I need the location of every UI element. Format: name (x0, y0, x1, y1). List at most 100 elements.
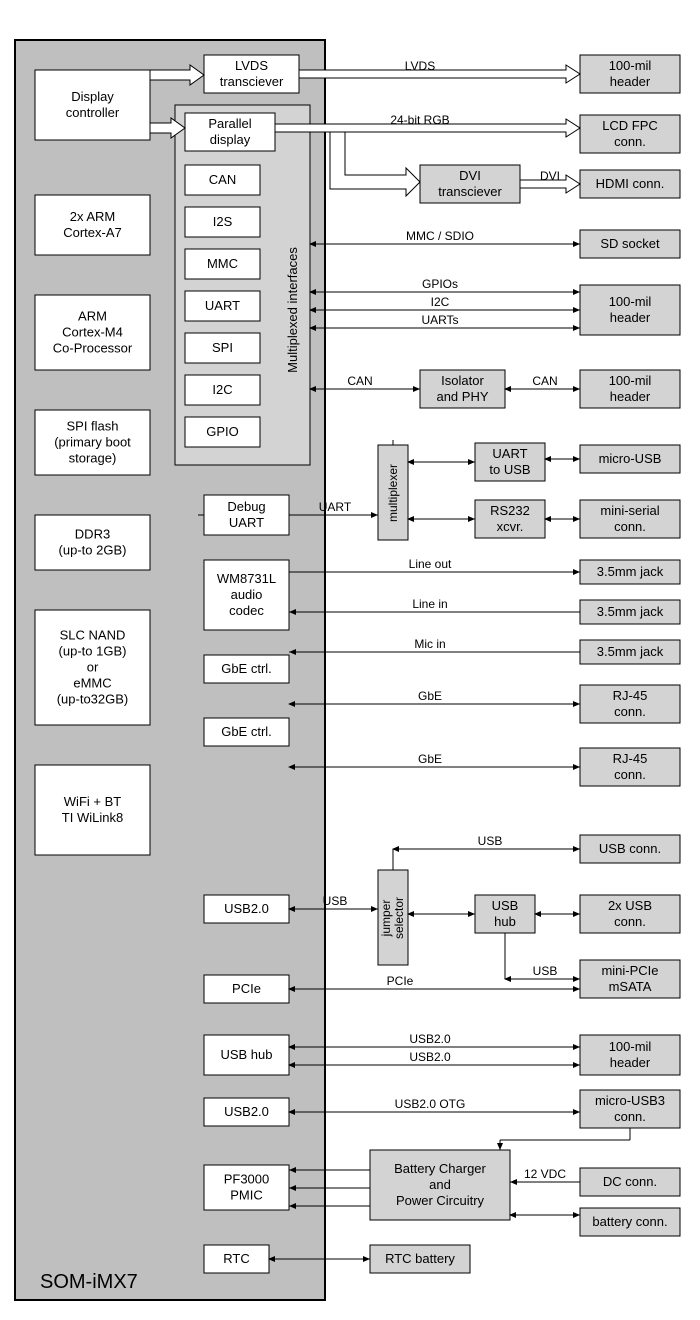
svg-text:Mic in: Mic in (414, 637, 445, 651)
svg-text:conn.: conn. (614, 1109, 646, 1124)
svg-text:UART: UART (492, 446, 527, 461)
svg-text:CAN: CAN (532, 374, 557, 388)
svg-text:or: or (87, 660, 99, 675)
svg-text:I2C: I2C (212, 382, 232, 397)
svg-text:PCIe: PCIe (387, 974, 414, 988)
svg-text:storage): storage) (69, 451, 117, 466)
svg-text:hub: hub (494, 914, 516, 929)
svg-text:conn.: conn. (614, 704, 646, 719)
svg-text:UART: UART (319, 500, 352, 514)
svg-text:Isolator: Isolator (441, 373, 484, 388)
svg-text:CAN: CAN (209, 172, 236, 187)
svg-text:conn.: conn. (614, 134, 646, 149)
svg-text:PMIC: PMIC (230, 1188, 263, 1203)
svg-text:GbE: GbE (418, 752, 442, 766)
svg-text:HDMI conn.: HDMI conn. (596, 176, 665, 191)
svg-text:3.5mm jack: 3.5mm jack (597, 604, 664, 619)
svg-text:SPI flash: SPI flash (66, 419, 118, 434)
svg-text:DDR3: DDR3 (75, 527, 110, 542)
svg-text:ARM: ARM (78, 309, 107, 324)
svg-text:USB2.0 OTG: USB2.0 OTG (395, 1097, 466, 1111)
mux-label: Multiplexed interfaces (285, 247, 300, 373)
svg-text:selector: selector (392, 897, 406, 939)
svg-text:Debug: Debug (227, 499, 265, 514)
svg-text:micro-USB: micro-USB (599, 451, 662, 466)
svg-text:GbE ctrl.: GbE ctrl. (221, 724, 272, 739)
svg-text:transciever: transciever (438, 184, 502, 199)
svg-text:USB2.0: USB2.0 (224, 1104, 269, 1119)
svg-text:DC conn.: DC conn. (603, 1174, 657, 1189)
svg-text:Line out: Line out (409, 557, 452, 571)
svg-text:and PHY: and PHY (436, 389, 488, 404)
svg-text:RTC battery: RTC battery (385, 1251, 455, 1266)
svg-text:conn.: conn. (614, 914, 646, 929)
svg-text:DVI: DVI (459, 168, 481, 183)
svg-text:GbE ctrl.: GbE ctrl. (221, 661, 272, 676)
svg-text:Cortex-M4: Cortex-M4 (62, 325, 123, 340)
svg-text:UART: UART (205, 298, 240, 313)
svg-text:2x ARM: 2x ARM (70, 209, 116, 224)
svg-text:GPIO: GPIO (206, 424, 239, 439)
svg-text:(up-to 1GB): (up-to 1GB) (59, 644, 127, 659)
svg-text:MMC / SDIO: MMC / SDIO (406, 229, 474, 243)
svg-text:USB2.0: USB2.0 (409, 1050, 451, 1064)
svg-text:header: header (610, 1055, 651, 1070)
svg-text:USB: USB (323, 894, 348, 908)
multiplexer-label: multiplexer (386, 464, 400, 522)
svg-text:2x USB: 2x USB (608, 898, 652, 913)
svg-text:(up-to 2GB): (up-to 2GB) (59, 543, 127, 558)
svg-text:jumper: jumper (379, 900, 393, 938)
svg-text:3.5mm jack: 3.5mm jack (597, 564, 664, 579)
svg-text:GbE: GbE (418, 689, 442, 703)
svg-text:TI WiLink8: TI WiLink8 (62, 810, 123, 825)
svg-text:100-mil: 100-mil (609, 373, 652, 388)
svg-text:USB: USB (533, 964, 558, 978)
svg-text:and: and (429, 1177, 451, 1192)
svg-text:I2C: I2C (431, 295, 450, 309)
svg-text:xcvr.: xcvr. (497, 519, 524, 534)
svg-text:to USB: to USB (489, 462, 530, 477)
svg-text:RJ-45: RJ-45 (613, 688, 648, 703)
svg-text:SLC NAND: SLC NAND (60, 628, 126, 643)
svg-text:Cortex-A7: Cortex-A7 (63, 225, 122, 240)
svg-text:GPIOs: GPIOs (422, 277, 458, 291)
svg-text:UARTs: UARTs (421, 313, 458, 327)
svg-text:LCD FPC: LCD FPC (602, 118, 658, 133)
svg-text:conn.: conn. (614, 519, 646, 534)
svg-text:USB: USB (492, 898, 519, 913)
svg-text:LVDS: LVDS (235, 58, 268, 73)
svg-text:header: header (610, 74, 651, 89)
svg-text:12 VDC: 12 VDC (524, 1167, 566, 1181)
som-title: SOM-iMX7 (40, 1271, 138, 1293)
svg-text:Parallel: Parallel (208, 116, 251, 131)
svg-text:audio: audio (231, 587, 263, 602)
svg-text:USB hub: USB hub (220, 1047, 272, 1062)
svg-text:24-bit RGB: 24-bit RGB (390, 113, 449, 127)
svg-text:codec: codec (229, 603, 264, 618)
svg-text:RS232: RS232 (490, 503, 530, 518)
svg-text:Power Circuitry: Power Circuitry (396, 1193, 485, 1208)
svg-text:3.5mm jack: 3.5mm jack (597, 644, 664, 659)
svg-text:mini-serial: mini-serial (600, 503, 659, 518)
svg-text:header: header (610, 310, 651, 325)
svg-text:mini-PCIe: mini-PCIe (601, 963, 658, 978)
svg-text:PF3000: PF3000 (224, 1172, 270, 1187)
svg-text:UART: UART (229, 515, 264, 530)
svg-text:mSATA: mSATA (609, 979, 652, 994)
svg-text:100-mil: 100-mil (609, 58, 652, 73)
svg-text:PCIe: PCIe (232, 981, 261, 996)
svg-text:conn.: conn. (614, 767, 646, 782)
svg-text:I2S: I2S (213, 214, 233, 229)
svg-text:100-mil: 100-mil (609, 294, 652, 309)
svg-text:eMMC: eMMC (73, 676, 111, 691)
svg-text:SD socket: SD socket (600, 236, 660, 251)
svg-text:battery conn.: battery conn. (592, 1214, 667, 1229)
svg-text:header: header (610, 389, 651, 404)
svg-text:CAN: CAN (347, 374, 372, 388)
svg-text:transciever: transciever (220, 74, 284, 89)
svg-text:(primary boot: (primary boot (54, 435, 131, 450)
svg-text:Line in: Line in (412, 597, 447, 611)
svg-text:SPI: SPI (212, 340, 233, 355)
svg-text:USB conn.: USB conn. (599, 841, 661, 856)
svg-text:WM8731L: WM8731L (217, 571, 276, 586)
